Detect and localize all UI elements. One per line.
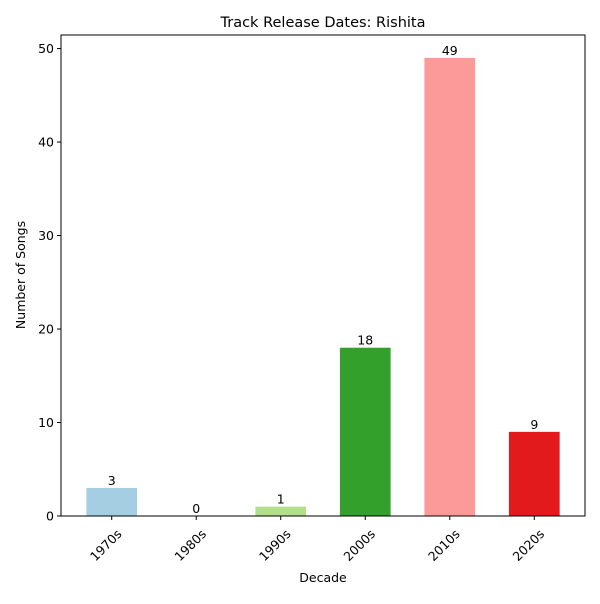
x-tick-label: 1980s xyxy=(171,526,209,564)
bar-2000s xyxy=(339,347,391,516)
plot-frame xyxy=(60,34,586,517)
bar-value-label: 18 xyxy=(357,333,373,348)
x-tick-label: 2000s xyxy=(340,526,378,564)
x-tick-label: 2020s xyxy=(509,526,547,564)
y-tick-label: 0 xyxy=(46,509,54,524)
y-tick-label: 40 xyxy=(38,135,54,150)
y-tick-label: 20 xyxy=(38,322,54,337)
bar-value-labels: 3 0 1 18 49 9 xyxy=(108,43,539,516)
y-tick-label: 10 xyxy=(38,415,54,430)
y-tick-label: 50 xyxy=(38,41,54,56)
x-tick-label: 1990s xyxy=(256,526,294,564)
bar-value-label: 9 xyxy=(530,417,538,432)
bar-value-label: 3 xyxy=(108,473,116,488)
x-axis-label: Decade xyxy=(299,570,347,585)
bar-value-label: 1 xyxy=(277,492,285,507)
chart-title: Track Release Dates: Rishita xyxy=(220,15,426,31)
bar-2010s xyxy=(424,57,476,517)
y-axis-label: Number of Songs xyxy=(13,221,28,329)
bar-value-label: 49 xyxy=(442,43,458,58)
bar-value-label: 0 xyxy=(192,501,200,516)
y-tick-label: 30 xyxy=(38,228,54,243)
x-tick-label: 1970s xyxy=(87,526,125,564)
bar-1970s xyxy=(86,487,138,516)
y-axis: 0 10 20 30 40 50 xyxy=(38,41,61,524)
x-axis: 1970s 1980s 1990s 2000s 2010s 2020s xyxy=(87,516,547,564)
bar-1990s xyxy=(255,506,307,516)
bar-2020s xyxy=(508,431,560,516)
plot-bars xyxy=(86,57,560,517)
x-tick-label: 2010s xyxy=(425,526,463,564)
